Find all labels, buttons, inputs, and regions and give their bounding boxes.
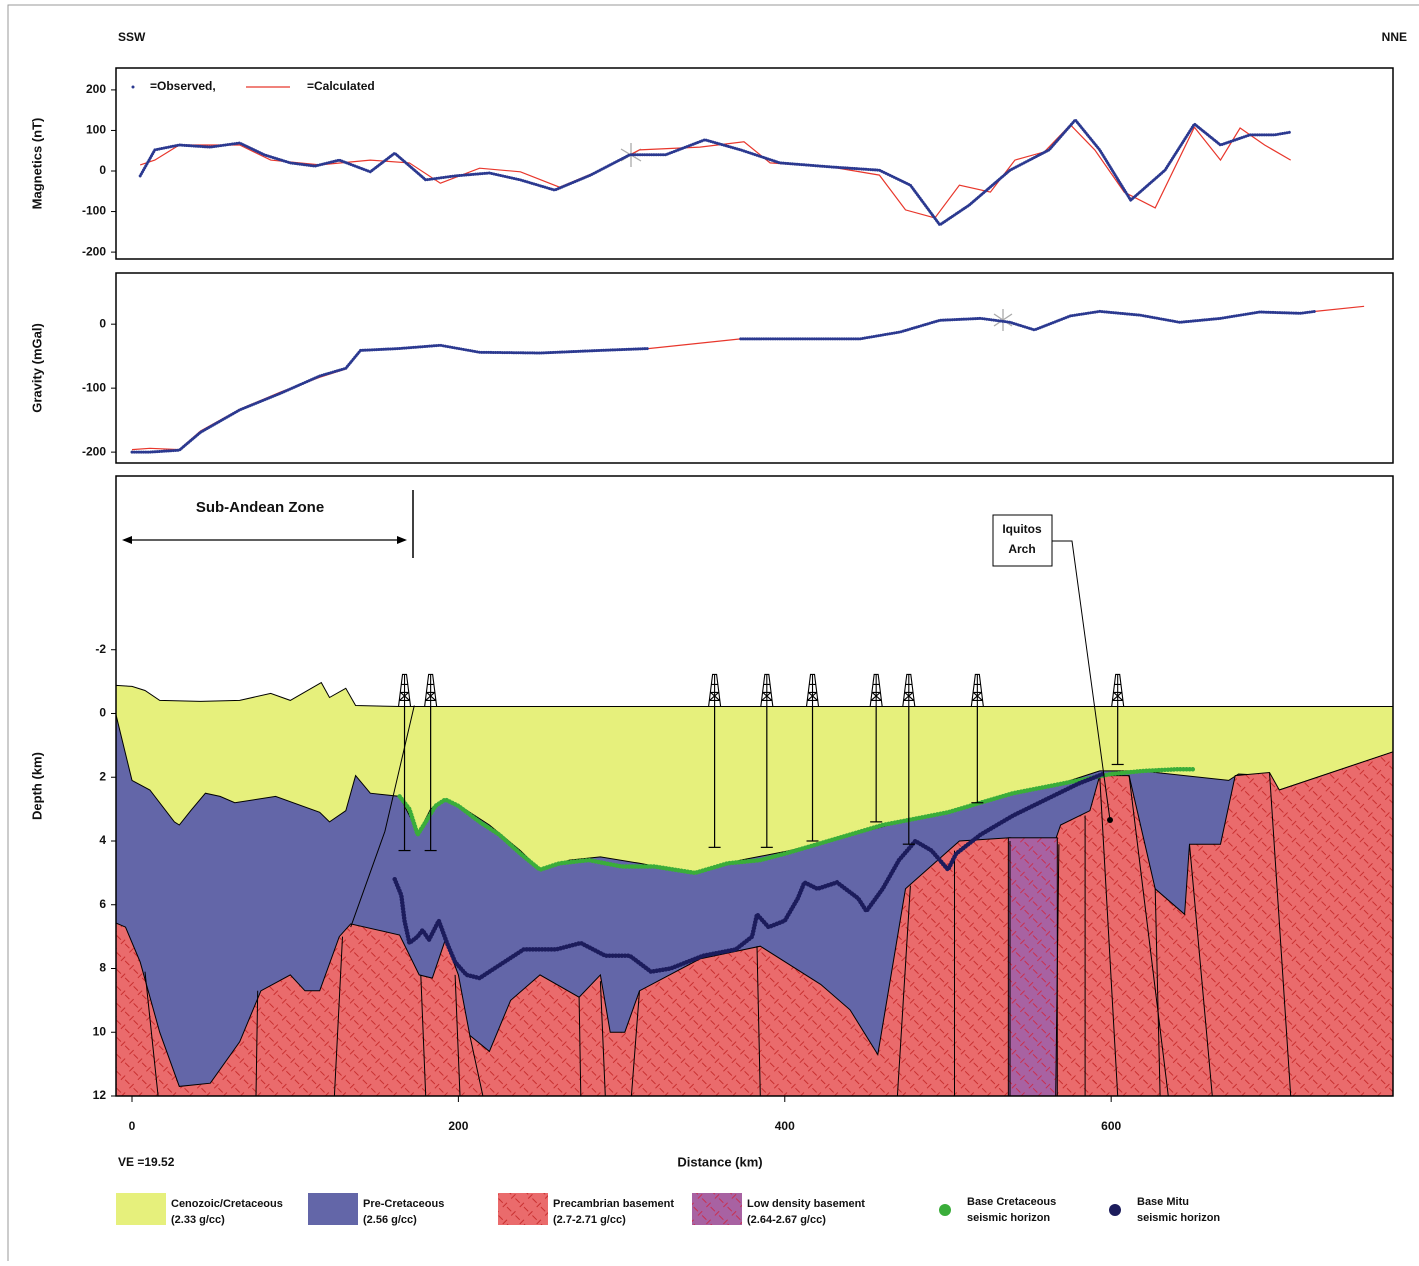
x-tick-label: 0 [129,1119,136,1133]
fault [255,990,259,1096]
legend-label: Precambrian basement [553,1198,674,1210]
fault [420,974,427,1096]
low-density-hatch [1007,837,1058,1096]
fault [469,1035,484,1096]
derrick [397,673,412,707]
legend-label: (2.64-2.67 g/cc) [747,1214,826,1226]
legend-label: Base Mitu [1137,1196,1189,1208]
y-tick-label: 6 [99,897,106,911]
basement-hatch [116,751,1393,1096]
legend-label: (2.56 g/cc) [363,1214,417,1226]
legend-swatch [308,1193,358,1225]
fault [756,946,761,1096]
fault [599,981,606,1096]
y-tick-label: 12 [93,1088,107,1102]
x-tick-label: 400 [775,1119,795,1133]
y-axis-label: Magnetics (nT) [29,118,44,210]
arch-label: Iquitos [1002,522,1042,536]
y-tick-label: 0 [99,163,106,177]
data-line [130,309,1317,454]
fault [1154,888,1161,1096]
arch-label: Arch [1008,542,1035,556]
y-tick-label: -100 [82,204,106,218]
fault [333,936,343,1096]
y-tick-label: 2 [99,769,106,783]
x-axis-label: Distance (km) [677,1154,762,1169]
plot-frame [115,272,1394,464]
derrick [970,673,984,707]
derrick [902,673,916,707]
y-tick-label: -200 [82,444,106,458]
derrick [1111,673,1125,707]
y-tick-label: -200 [82,244,106,258]
y-tick-label: 10 [93,1024,107,1038]
derrick [869,673,883,707]
legend-label: Pre-Cretaceous [363,1198,444,1210]
x-tick-label: 600 [1101,1119,1121,1133]
data-line [138,117,1293,227]
fault [144,971,159,1096]
fault [1269,772,1292,1096]
direction-right: NNE [1382,30,1407,44]
legend-marker [1109,1204,1121,1216]
y-axis-label: Depth (km) [29,752,44,820]
arch-point [1107,817,1113,823]
legend-label: Cenozoic/Cretaceous [171,1198,283,1210]
fault [896,885,911,1096]
legend-label: =Calculated [307,79,375,93]
legend-label: (2.33 g/cc) [171,1214,225,1226]
derrick [760,673,774,707]
derrick [805,673,820,707]
seismic-horizon [392,771,1106,981]
legend-label: =Observed, [150,79,216,93]
direction-left: SSW [118,30,146,44]
vertical-exaggeration: VE =19.52 [118,1155,175,1169]
legend-hatch [498,1193,548,1225]
legend-hatch [692,1193,742,1225]
y-axis-label: Gravity (mGal) [29,323,44,413]
plot-frame [115,67,1394,260]
legend-label: seismic horizon [1137,1212,1220,1224]
legend-label: Base Cretaceous [967,1196,1056,1208]
y-tick-label: -100 [82,380,106,394]
legend-label: Low density basement [747,1198,865,1210]
section-body [116,681,1393,1096]
fault [454,974,461,1096]
legend-label: (2.7-2.71 g/cc) [553,1214,626,1226]
fault [1099,775,1119,1096]
y-tick-label: 4 [99,833,106,847]
y-tick-label: 8 [99,961,106,975]
arch-leader [1052,540,1111,821]
y-tick-label: 200 [86,82,106,96]
legend-marker [131,85,135,89]
data-line [140,123,1292,219]
derrick [424,673,438,707]
fault [1055,844,1060,1096]
y-tick-label: 100 [86,123,106,137]
zone-label: Sub-Andean Zone [196,499,324,516]
derrick [708,673,722,707]
y-tick-label: -2 [95,642,106,656]
legend-label: seismic horizon [967,1212,1050,1224]
plot-frame [115,475,1394,1097]
y-tick-label: 0 [99,316,106,330]
fault [1189,844,1213,1096]
legend-swatch [116,1193,166,1225]
frame [7,4,1419,1266]
seismic-horizon [397,767,1196,876]
fault [578,997,582,1096]
fault [1128,775,1169,1096]
x-tick-label: 200 [448,1119,468,1133]
fault [630,990,640,1096]
y-tick-label: 0 [99,706,106,720]
legend-marker [939,1204,951,1216]
